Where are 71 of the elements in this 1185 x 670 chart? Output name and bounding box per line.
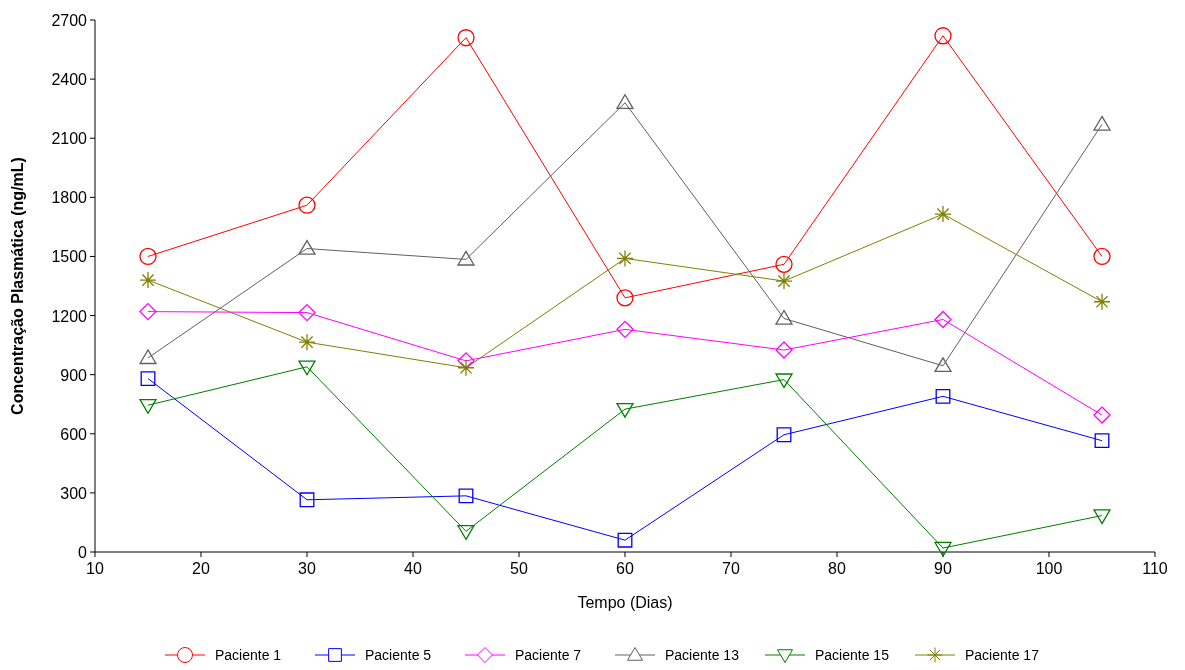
y-tick-label: 600 <box>60 425 88 443</box>
point <box>1093 115 1111 131</box>
point <box>934 541 952 557</box>
point <box>616 249 634 268</box>
legend-label: Paciente 15 <box>815 647 890 663</box>
point <box>776 427 792 443</box>
y-tick-label: 1200 <box>51 307 88 325</box>
point <box>775 373 793 389</box>
point <box>299 492 315 508</box>
point <box>775 272 793 290</box>
point <box>617 532 633 548</box>
x-tick-label: 100 <box>1035 560 1063 577</box>
point <box>139 398 157 414</box>
point <box>616 289 634 307</box>
point <box>775 341 793 359</box>
point <box>139 271 157 289</box>
legend-label: Paciente 5 <box>365 647 432 663</box>
legend-label: Paciente 7 <box>515 647 582 663</box>
point <box>298 239 316 255</box>
x-tick-label: 10 <box>86 560 104 577</box>
legend-label: Paciente 17 <box>965 647 1040 663</box>
point <box>298 303 316 322</box>
point <box>1094 433 1110 449</box>
y-tick-label: 1500 <box>51 248 88 266</box>
x-tick-label: 20 <box>192 560 210 577</box>
point <box>139 302 157 321</box>
y-tick-label: 0 <box>78 544 88 561</box>
x-tick-label: 110 <box>1142 560 1168 577</box>
point <box>934 357 952 373</box>
y-axis-title: Concentração Plasmática (ng/mL) <box>9 157 26 415</box>
point <box>934 310 952 329</box>
point <box>457 359 475 377</box>
point <box>616 94 634 110</box>
point <box>616 402 634 418</box>
point <box>775 255 793 273</box>
point <box>616 320 634 338</box>
x-tick-label: 30 <box>298 560 316 577</box>
point <box>458 488 474 504</box>
x-tick-label: 80 <box>828 560 846 577</box>
x-tick-label: 60 <box>616 560 634 577</box>
legend-label: Paciente 1 <box>215 647 282 663</box>
y-tick-label: 2100 <box>51 130 88 148</box>
x-tick-label: 90 <box>934 560 952 577</box>
point <box>298 196 316 214</box>
y-tick-label: 2400 <box>51 71 88 89</box>
point <box>457 525 475 540</box>
point <box>140 371 156 387</box>
y-tick-label: 2700 <box>51 12 88 29</box>
point <box>1093 406 1111 424</box>
x-tick-label: 40 <box>404 560 422 577</box>
point <box>139 349 157 365</box>
point <box>298 333 316 351</box>
point <box>298 360 316 376</box>
point <box>457 29 475 47</box>
point <box>935 388 951 404</box>
y-tick-label: 900 <box>60 366 88 384</box>
point <box>139 247 157 266</box>
x-tick-label: 70 <box>722 560 740 577</box>
point <box>457 250 475 266</box>
point <box>934 27 952 45</box>
y-tick-label: 300 <box>60 484 88 502</box>
y-tick-label: 1800 <box>51 189 88 207</box>
point <box>1093 293 1111 311</box>
point <box>1093 247 1111 266</box>
point <box>457 352 475 370</box>
x-tick-label: 50 <box>510 560 528 577</box>
point <box>1093 509 1111 525</box>
x-axis-title: Tempo (Dias) <box>577 594 673 611</box>
point <box>934 205 952 223</box>
legend-label: Paciente 13 <box>665 647 740 663</box>
point <box>775 309 793 325</box>
